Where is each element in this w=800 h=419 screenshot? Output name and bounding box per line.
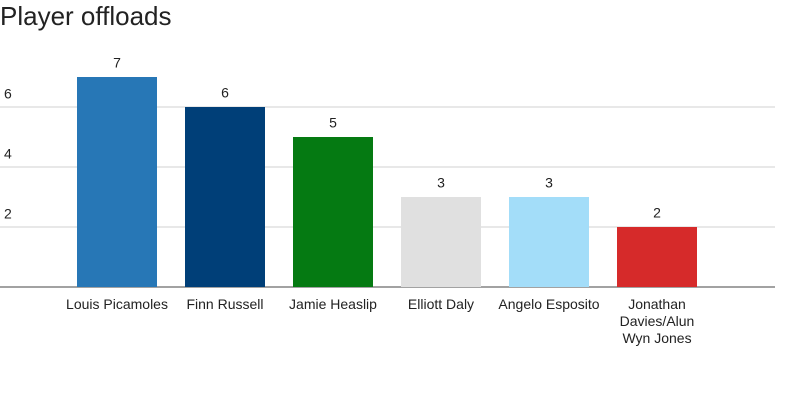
bar (617, 227, 697, 287)
x-tick-label: Angelo Esposito (498, 296, 600, 312)
chart-title: Player offloads (0, 1, 172, 31)
bar (293, 137, 373, 287)
bar (509, 197, 589, 287)
bar (401, 197, 481, 287)
value-label: 3 (545, 175, 553, 191)
x-tick-label: Finn Russell (186, 296, 264, 312)
y-tick-label: 4 (4, 146, 12, 162)
value-label: 3 (437, 175, 445, 191)
value-label: 2 (653, 205, 661, 221)
value-label: 7 (113, 55, 121, 71)
x-tick-label: Elliott Daly (407, 296, 475, 312)
x-tick-label: Jamie Heaslip (289, 296, 377, 312)
bar (185, 107, 265, 287)
value-label: 5 (329, 115, 337, 131)
y-tick-label: 2 (4, 206, 12, 222)
y-tick-label: 6 (4, 86, 12, 102)
x-tick-label: Jonathan Davies/Alun Wyn Jones (619, 296, 695, 346)
x-tick-label: Louis Picamoles (66, 296, 168, 312)
value-label: 6 (221, 85, 229, 101)
bar (77, 77, 157, 287)
